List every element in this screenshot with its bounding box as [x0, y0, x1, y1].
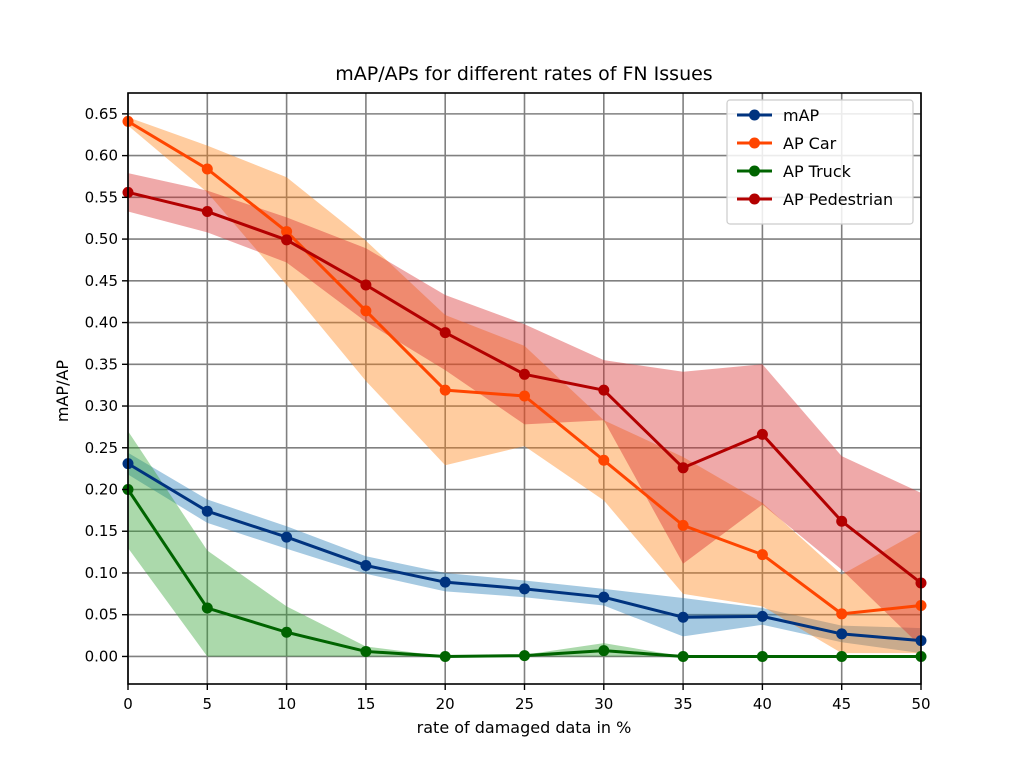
y-tick-label: 0.40 [85, 314, 118, 332]
data-point-ap-truck [201, 602, 213, 614]
legend-label-ap-car: AP Car [783, 134, 837, 153]
y-tick-label: 0.65 [85, 105, 118, 123]
x-tick-label: 50 [911, 695, 930, 713]
data-point-ap-truck [677, 650, 689, 662]
legend-box [726, 99, 914, 225]
legend-label-ap-truck: AP Truck [783, 162, 852, 181]
x-tick-label: 45 [832, 695, 851, 713]
data-point-map [677, 611, 689, 623]
data-point-ap-car [598, 454, 610, 466]
data-point-ap-truck [598, 645, 610, 657]
confidence-band-ap-pedestrian [128, 173, 921, 647]
y-tick-label: 0.30 [85, 397, 118, 415]
data-point-map [836, 628, 848, 640]
legend: mAP AP Car AP Truck AP Pedestrian [726, 99, 914, 225]
data-point-ap-car [836, 608, 848, 620]
data-point-ap-pedestrian [360, 279, 372, 291]
legend-label-map: mAP [783, 106, 820, 125]
data-point-ap-pedestrian [836, 515, 848, 527]
data-point-ap-truck [360, 645, 372, 657]
x-tick-label: 15 [356, 695, 375, 713]
data-point-ap-pedestrian [598, 384, 610, 396]
y-tick-label: 0.10 [85, 564, 118, 582]
y-tick-label: 0.60 [85, 147, 118, 165]
legend-marker-ap-truck [749, 165, 760, 177]
data-point-ap-car [281, 226, 293, 238]
y-axis-label: mAP/AP [53, 360, 72, 423]
y-tick-label: 0.45 [85, 272, 118, 290]
x-tick-label: 30 [594, 695, 613, 713]
x-tick-label: 10 [277, 695, 296, 713]
y-tick-label: 0.00 [85, 647, 118, 665]
data-point-ap-car [677, 519, 689, 531]
y-tick-label: 0.25 [85, 439, 118, 457]
confidence-band-ap-car [128, 117, 921, 654]
data-point-ap-pedestrian [201, 206, 213, 218]
data-point-ap-truck [439, 650, 451, 662]
data-point-ap-pedestrian [677, 462, 689, 474]
x-axis-label: rate of damaged data in % [417, 718, 632, 737]
x-tick-label: 35 [674, 695, 693, 713]
x-tick-label: 25 [515, 695, 534, 713]
data-point-ap-car [519, 390, 530, 402]
data-point-ap-pedestrian [519, 368, 530, 380]
data-point-ap-truck [756, 650, 768, 662]
y-tick-label: 0.15 [85, 522, 118, 540]
data-point-map [281, 531, 293, 543]
data-point-ap-car [360, 305, 372, 317]
y-tick-label: 0.35 [85, 355, 118, 373]
legend-label-ap-pedestrian: AP Pedestrian [783, 190, 893, 209]
x-tick-label: 0 [123, 695, 133, 713]
data-point-ap-pedestrian [281, 234, 293, 246]
data-point-map [519, 583, 530, 595]
data-point-map [439, 576, 451, 588]
y-tick-label: 0.50 [85, 230, 118, 248]
chart-title: mAP/APs for different rates of FN Issues [335, 63, 712, 85]
data-point-ap-truck [281, 626, 293, 638]
data-point-ap-car [201, 163, 213, 175]
legend-marker-ap-car [749, 137, 760, 149]
data-point-ap-truck [836, 650, 848, 662]
y-tick-label: 0.05 [85, 606, 118, 624]
data-point-ap-car [756, 549, 768, 561]
x-tick-label: 5 [203, 695, 213, 713]
x-tick-label: 40 [753, 695, 772, 713]
data-point-map [756, 610, 768, 622]
data-point-ap-truck [519, 650, 530, 662]
data-point-ap-pedestrian [439, 327, 451, 339]
data-point-ap-pedestrian [756, 428, 768, 440]
legend-marker-ap-pedestrian [749, 193, 760, 205]
data-point-ap-car [439, 384, 451, 396]
data-point-map [360, 559, 372, 571]
data-point-map [598, 591, 610, 603]
x-tick-label: 20 [436, 695, 455, 713]
legend-marker-map [749, 109, 760, 121]
data-point-map [201, 505, 213, 517]
confidence-band-ap-truck [128, 431, 921, 657]
y-tick-label: 0.20 [85, 481, 118, 499]
y-tick-label: 0.55 [85, 188, 118, 206]
